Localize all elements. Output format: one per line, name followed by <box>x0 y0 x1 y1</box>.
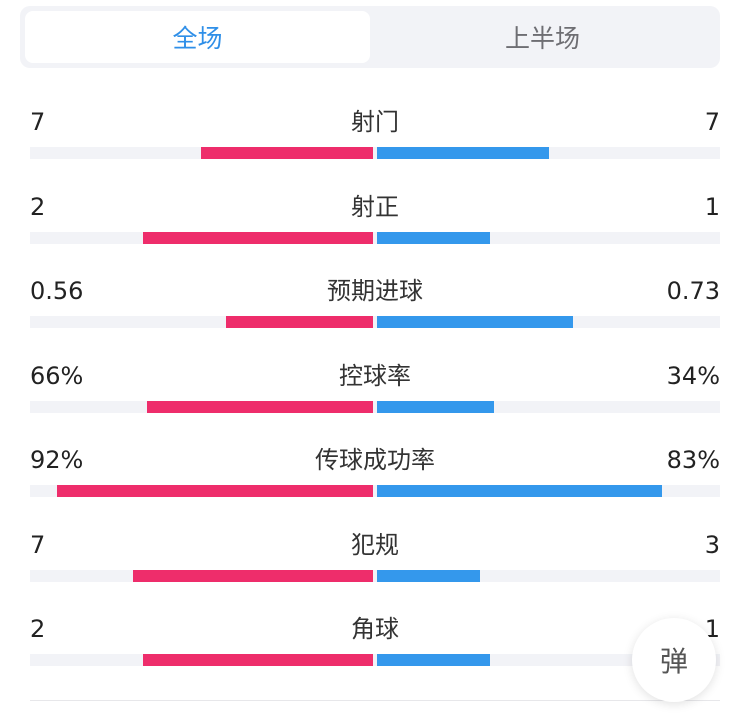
away-bar <box>377 231 490 244</box>
stat-row-shots-on-target: 2 射正 1 <box>0 180 750 265</box>
away-bar <box>377 654 490 666</box>
away-value: 0.73 <box>666 277 720 305</box>
home-bar <box>133 569 373 582</box>
away-value: 3 <box>704 530 720 559</box>
stat-row-possession: 66% 控球率 34% <box>0 349 750 434</box>
stat-label: 角球 <box>351 615 399 643</box>
stat-row-expected-goals: 0.56 预期进球 0.73 <box>0 264 750 349</box>
away-bar <box>377 316 573 328</box>
home-bar <box>147 400 373 413</box>
stat-track <box>30 654 720 666</box>
stat-track <box>30 231 720 244</box>
home-value: 0.56 <box>30 277 84 305</box>
stat-label: 预期进球 <box>327 277 423 305</box>
home-value: 92% <box>30 446 84 474</box>
home-value: 66% <box>30 361 84 390</box>
stat-track <box>30 400 720 413</box>
stat-track <box>30 316 720 328</box>
stats-list: 7 射门 7 2 射正 1 0.56 预期进球 0.73 66% 控球率 34% <box>0 95 750 687</box>
stat-track <box>30 569 720 582</box>
stat-label: 传球成功率 <box>315 446 435 474</box>
home-value: 7 <box>30 108 46 136</box>
home-bar <box>226 316 373 328</box>
away-bar <box>377 400 494 413</box>
tab-first-half[interactable]: 上半场 <box>504 24 580 53</box>
home-value: 2 <box>30 192 46 221</box>
stat-row-corners: 2 角球 1 <box>0 602 750 687</box>
tab-full-match[interactable]: 全场 <box>25 11 370 63</box>
home-bar <box>57 485 373 497</box>
bottom-divider <box>30 700 720 701</box>
away-bar <box>377 485 662 497</box>
stat-label: 射门 <box>351 108 399 136</box>
stat-label: 控球率 <box>339 361 411 390</box>
stat-track <box>30 485 720 497</box>
stat-label: 犯规 <box>351 530 399 559</box>
stat-row-pass-accuracy: 92% 传球成功率 83% <box>0 433 750 518</box>
home-value: 7 <box>30 530 46 559</box>
away-value: 1 <box>704 192 720 221</box>
home-bar <box>143 654 373 666</box>
home-bar <box>143 231 373 244</box>
away-bar <box>377 147 549 159</box>
home-bar <box>201 147 373 159</box>
away-value: 34% <box>666 361 720 390</box>
stat-row-fouls: 7 犯规 3 <box>0 518 750 603</box>
away-value: 7 <box>704 108 720 136</box>
home-value: 2 <box>30 615 46 643</box>
stat-label: 射正 <box>351 192 399 221</box>
away-value: 83% <box>666 446 720 474</box>
period-tabs: 全场 上半场 <box>20 6 720 68</box>
danmu-button[interactable]: 弹 <box>632 618 716 702</box>
stat-row-shots: 7 射门 7 <box>0 95 750 180</box>
away-bar <box>377 569 480 582</box>
stat-track <box>30 147 720 159</box>
